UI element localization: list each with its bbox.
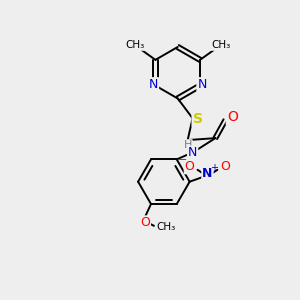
Text: CH₃: CH₃ xyxy=(156,222,176,232)
Text: O: O xyxy=(227,110,238,124)
Text: N: N xyxy=(188,146,197,160)
Text: N: N xyxy=(202,167,213,180)
Text: O: O xyxy=(140,216,150,229)
Text: H: H xyxy=(184,140,192,150)
Text: S: S xyxy=(193,112,202,126)
Text: CH₃: CH₃ xyxy=(125,40,144,50)
Text: +: + xyxy=(210,163,218,173)
Text: N: N xyxy=(197,78,207,91)
Text: O: O xyxy=(220,160,230,173)
Text: CH₃: CH₃ xyxy=(211,40,230,50)
Text: O: O xyxy=(185,160,195,173)
Text: N: N xyxy=(149,78,158,91)
Text: −: − xyxy=(178,155,188,165)
